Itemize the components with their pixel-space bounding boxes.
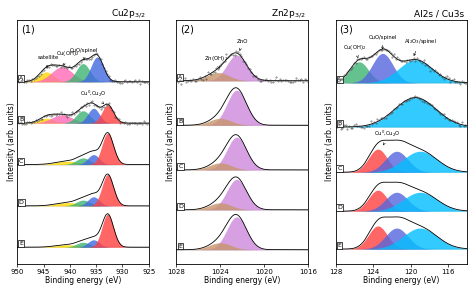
Text: B: B <box>337 121 342 126</box>
Text: A: A <box>19 76 23 81</box>
X-axis label: Binding energy (eV): Binding energy (eV) <box>204 276 281 285</box>
Text: Al$_2$O$_3$/spinel: Al$_2$O$_3$/spinel <box>403 37 437 55</box>
Y-axis label: Intensity (arb. units): Intensity (arb. units) <box>325 102 334 181</box>
Text: C: C <box>178 164 182 169</box>
Text: E: E <box>337 243 341 248</box>
Text: Al2s / Cu3s: Al2s / Cu3s <box>414 10 465 19</box>
Text: D: D <box>19 200 24 205</box>
Text: E: E <box>179 244 182 248</box>
Text: D: D <box>178 204 183 209</box>
Y-axis label: Intensity (arb. units): Intensity (arb. units) <box>7 102 16 181</box>
Text: CuO/spinel: CuO/spinel <box>368 35 397 49</box>
X-axis label: Binding energy (eV): Binding energy (eV) <box>363 276 439 285</box>
Text: Zn2p$_{3/2}$: Zn2p$_{3/2}$ <box>271 7 305 20</box>
Text: satellite: satellite <box>38 55 60 68</box>
Text: A: A <box>178 74 182 80</box>
Text: E: E <box>19 241 23 246</box>
Text: (1): (1) <box>21 25 35 35</box>
Text: C: C <box>19 159 24 164</box>
Text: D: D <box>337 205 342 210</box>
Text: CuO/spinel: CuO/spinel <box>70 48 98 59</box>
Text: Cu(OH)$_2$: Cu(OH)$_2$ <box>55 49 79 65</box>
Text: (3): (3) <box>339 25 353 35</box>
Text: Cu(OH)$_2$: Cu(OH)$_2$ <box>343 43 366 58</box>
Text: B: B <box>178 119 182 124</box>
Text: (2): (2) <box>181 25 194 35</box>
Text: Zn(OH)$_2$: Zn(OH)$_2$ <box>204 54 228 68</box>
Text: Cu2p$_{3/2}$: Cu2p$_{3/2}$ <box>111 7 146 20</box>
Text: ZnO: ZnO <box>237 39 248 51</box>
Y-axis label: Intensity (arb. units): Intensity (arb. units) <box>166 102 175 181</box>
Text: C: C <box>337 166 342 171</box>
Text: Cu$^0$,Cu$_2$O: Cu$^0$,Cu$_2$O <box>374 128 401 145</box>
X-axis label: Binding energy (eV): Binding energy (eV) <box>45 276 121 285</box>
Text: B: B <box>19 117 23 122</box>
Text: A: A <box>337 77 342 82</box>
Text: Cu$^0$,Cu$_2$O: Cu$^0$,Cu$_2$O <box>80 89 107 104</box>
